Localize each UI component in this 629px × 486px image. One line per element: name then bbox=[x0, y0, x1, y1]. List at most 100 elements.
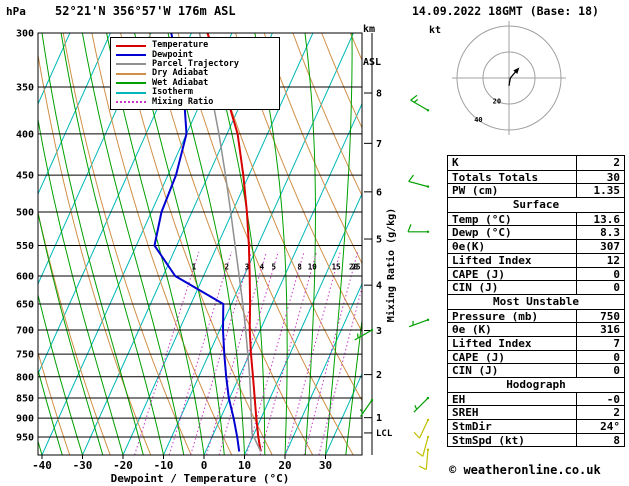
legend-item-label: Mixing Ratio bbox=[152, 96, 214, 107]
altitude-axis-unit-label: km ASL bbox=[363, 2, 387, 90]
stat-label: PW (cm) bbox=[452, 184, 499, 198]
dry-adiabat-line bbox=[263, 33, 362, 265]
dry-adiabat-line bbox=[38, 350, 71, 455]
pressure-tick-label: 600 bbox=[16, 271, 34, 282]
temperature-tick-label: -10 bbox=[154, 459, 174, 472]
x-axis-title: Dewpoint / Temperature (°C) bbox=[111, 472, 290, 485]
legend-item-label: Dry Adiabat bbox=[152, 68, 209, 79]
wind-barb bbox=[418, 448, 430, 471]
pressure-tick-label: 500 bbox=[16, 208, 34, 219]
isotherm-line bbox=[38, 33, 111, 196]
km-tick-label: 5 bbox=[376, 235, 382, 246]
stat-value: 13.6 bbox=[576, 212, 624, 226]
legend-item: Mixing Ratio bbox=[116, 97, 277, 106]
isotherm-line bbox=[244, 192, 362, 455]
stat-value: -0 bbox=[576, 392, 624, 406]
stat-row: Lifted Index 12 bbox=[448, 252, 624, 267]
stat-value: 7 bbox=[576, 336, 624, 350]
km-tick-label: 3 bbox=[376, 326, 382, 337]
legend-item-label: Parcel Trajectory bbox=[152, 58, 239, 69]
legend-line-sample bbox=[116, 101, 146, 104]
stat-row: PW (cm) 1.35 bbox=[448, 183, 624, 197]
hodograph-ring-label: 40 bbox=[474, 116, 482, 124]
pressure-tick-label: 900 bbox=[16, 414, 34, 425]
legend-item: Isotherm bbox=[116, 88, 277, 97]
copyright-label: © weatheronline.co.uk bbox=[449, 463, 601, 477]
stats-section-title: Surface bbox=[512, 198, 560, 212]
isotherm-line bbox=[163, 33, 354, 455]
isotherm-line bbox=[325, 372, 362, 455]
stat-value: 0 bbox=[576, 364, 624, 377]
dewpoint-line bbox=[153, 33, 241, 452]
stat-label: θe (K) bbox=[452, 323, 492, 337]
stat-row: StmDir 24° bbox=[448, 419, 624, 433]
legend-line-sample bbox=[116, 54, 146, 57]
legend-line-sample bbox=[116, 91, 146, 94]
stat-row: CIN (J) 0 bbox=[448, 280, 624, 294]
mixing-ratio-value-label: 8 bbox=[297, 263, 302, 272]
mixing-ratio-value-label: 25 bbox=[351, 263, 360, 272]
stat-label: Lifted Index bbox=[452, 253, 532, 267]
wind-barb bbox=[413, 396, 430, 413]
temperature-tick-label: 30 bbox=[319, 459, 332, 472]
wind-barb bbox=[416, 435, 430, 457]
stat-row: Lifted Index 7 bbox=[448, 335, 624, 350]
isotherm-line bbox=[122, 33, 314, 455]
stat-value: 750 bbox=[576, 309, 624, 323]
mixing-ratio-value-label: 5 bbox=[271, 263, 276, 272]
pressure-tick-label: 750 bbox=[16, 350, 34, 361]
stats-section: Hodograph EH -0 SREH 2 StmDir 24° StmSpd (kt) 8 bbox=[447, 377, 625, 448]
pressure-tick-label: 950 bbox=[16, 433, 34, 444]
stat-row: CIN (J) 0 bbox=[448, 363, 624, 377]
temperature-tick-label: -40 bbox=[32, 459, 52, 472]
stats-section: Surface Temp (°C) 13.6 Dewp (°C) 8.3 θe(K) 307… bbox=[447, 197, 625, 295]
mixing-ratio-line bbox=[318, 285, 362, 455]
pressure-tick-label: 800 bbox=[16, 372, 34, 383]
stat-label: K bbox=[452, 156, 459, 169]
stat-value: 30 bbox=[576, 170, 624, 184]
stat-label: Lifted Index bbox=[452, 336, 532, 350]
legend-item: Parcel Trajectory bbox=[116, 58, 277, 69]
mixing-ratio-line bbox=[285, 251, 341, 455]
stat-label: Totals Totals bbox=[452, 170, 539, 184]
temperature-tick-label: -20 bbox=[113, 459, 133, 472]
stat-row: Totals Totals 30 bbox=[448, 169, 624, 184]
stat-value: 8 bbox=[576, 433, 624, 447]
stat-value: 0 bbox=[576, 267, 624, 280]
stat-label: Pressure (mb) bbox=[452, 309, 539, 323]
legend-item-label: Temperature bbox=[152, 40, 209, 51]
stat-value: 2 bbox=[576, 406, 624, 419]
wind-barb bbox=[410, 94, 430, 112]
stat-value: 2 bbox=[576, 156, 624, 170]
altitude-unit-asl: ASL bbox=[363, 57, 382, 68]
mixing-ratio-value-label: 4 bbox=[260, 263, 265, 272]
stat-label: CAPE (J) bbox=[452, 267, 505, 281]
hodograph: 20 40 kt bbox=[429, 21, 566, 135]
mixing-ratio-line bbox=[218, 251, 279, 455]
stats-section: Most Unstable Pressure (mb) 750 θe (K) 316 Li… bbox=[447, 293, 625, 378]
datetime-title: 14.09.2022 18GMT (Base: 18) bbox=[412, 4, 599, 18]
mixing-ratio-line bbox=[246, 251, 305, 455]
stats-tables: K 2 Totals Totals 30 PW (cm) 1.35 Surface Temp … bbox=[447, 155, 625, 448]
km-tick-label: 4 bbox=[376, 281, 382, 292]
temperature-tick-label: 20 bbox=[278, 459, 291, 472]
mixing-ratio-line bbox=[259, 251, 318, 455]
km-tick-label: 6 bbox=[376, 187, 382, 198]
pressure-tick-label: 350 bbox=[16, 83, 34, 94]
legend-item: Dry Adiabat bbox=[116, 69, 277, 78]
stat-row: SREH 2 bbox=[448, 405, 624, 419]
legend-line-sample bbox=[116, 72, 146, 75]
stat-label: EH bbox=[452, 392, 466, 406]
legend-line-sample bbox=[116, 44, 146, 47]
isotherm-line bbox=[38, 33, 71, 106]
legend-line-sample bbox=[116, 63, 146, 66]
wet-adiabat-line bbox=[38, 368, 63, 455]
stat-value: 12 bbox=[576, 253, 624, 267]
mixing-ratio-value-label: 1 bbox=[192, 263, 197, 272]
stat-value: 0 bbox=[576, 350, 624, 364]
stat-label: Dewp (°C) bbox=[452, 226, 512, 240]
mixing-ratio-value-label: 2 bbox=[224, 263, 229, 272]
mixing-ratio-value-label: 20 bbox=[349, 263, 359, 272]
pressure-tick-label: 400 bbox=[16, 129, 34, 140]
